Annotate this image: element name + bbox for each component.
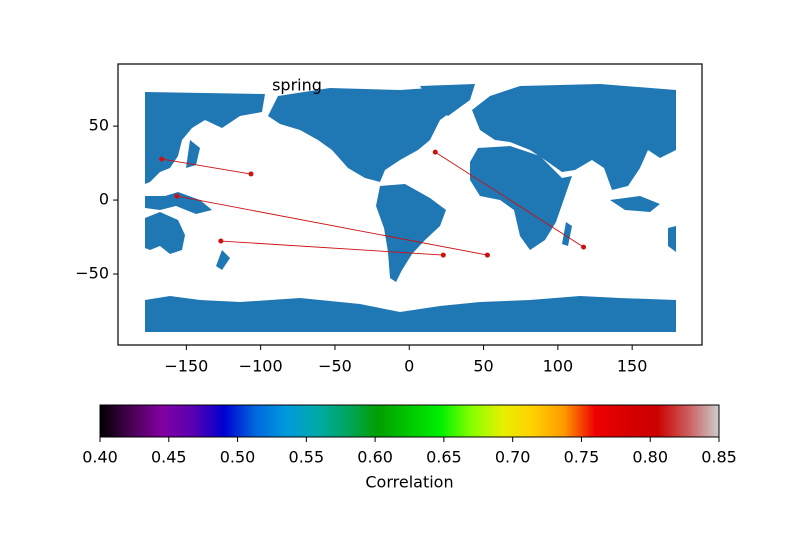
link-line: [161, 158, 252, 175]
land-shape: [186, 140, 200, 168]
land-shape: [610, 196, 660, 212]
colorbar: [99, 404, 720, 438]
colorbar-tick-label: 0.75: [564, 448, 600, 467]
link-point: [432, 149, 438, 155]
link-point: [248, 171, 254, 177]
plot-frame: [117, 63, 703, 346]
link-point: [218, 238, 224, 244]
x-tick-label: 50: [473, 357, 493, 376]
colorbar-tick-label: 0.45: [151, 448, 187, 467]
land-shape: [376, 184, 446, 282]
colorbar-tick-label: 0.70: [495, 448, 531, 467]
y-tick-label: −50: [75, 264, 109, 283]
colorbar-tick-label: 0.65: [426, 448, 462, 467]
land-shape: [668, 226, 676, 252]
link-line: [176, 195, 488, 256]
link-point: [174, 193, 180, 199]
colorbar-label: Correlation: [365, 473, 453, 492]
land-shape: [562, 222, 572, 246]
land-shape: [216, 250, 230, 270]
colorbar-tick-label: 0.85: [701, 448, 737, 467]
land-shape: [268, 86, 468, 182]
x-tick-label: −50: [318, 357, 352, 376]
land: [145, 84, 676, 332]
land-shape: [472, 84, 676, 190]
link-point: [484, 252, 490, 258]
land-shape: [420, 84, 475, 116]
colorbar-tick-label: 0.60: [357, 448, 393, 467]
land-shape: [470, 146, 572, 250]
link-point: [581, 244, 587, 250]
x-tick-label: 150: [617, 357, 648, 376]
y-tick-label: 50: [89, 116, 109, 135]
x-tick-label: −150: [164, 357, 208, 376]
chart-title: spring: [272, 76, 322, 95]
land-shape: [145, 296, 676, 332]
colorbar-tick-label: 0.40: [82, 448, 118, 467]
x-tick-label: 100: [543, 357, 574, 376]
land-shape: [145, 192, 212, 214]
link-line: [220, 240, 444, 256]
x-tick-label: 0: [404, 357, 414, 376]
y-tick-label: 0: [99, 190, 109, 209]
link-line: [435, 151, 584, 248]
colorbar-tick-label: 0.50: [220, 448, 256, 467]
land-shape: [145, 92, 265, 184]
colorbar-tick-label: 0.55: [289, 448, 325, 467]
link-point: [440, 252, 446, 258]
link-point: [159, 156, 165, 162]
colorbar-tick-label: 0.80: [632, 448, 668, 467]
land-shape: [145, 212, 185, 254]
x-tick-label: −100: [239, 357, 283, 376]
